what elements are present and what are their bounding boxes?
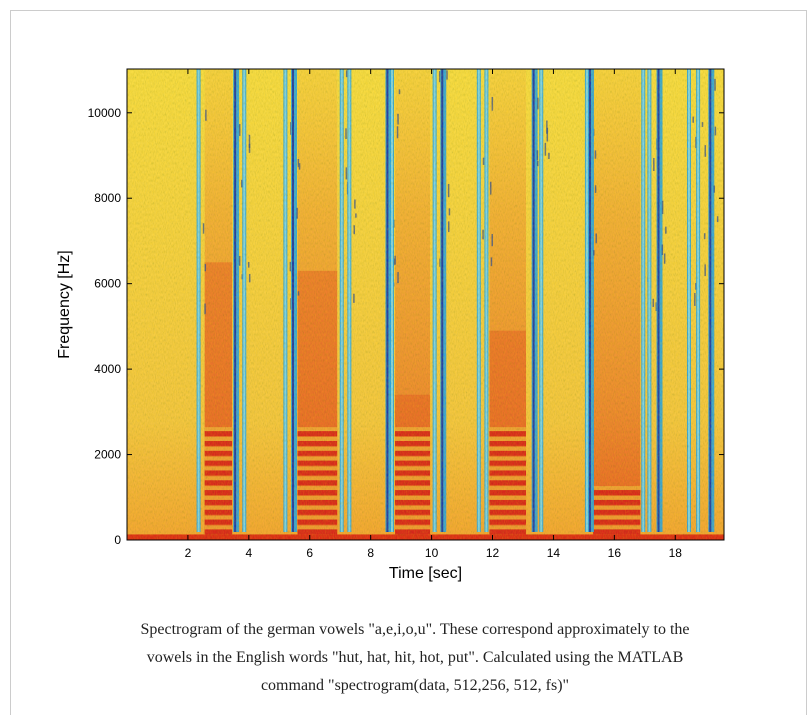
spectrogram-figure: 2 4 6 8 10 12 14 16 18 0 2000 4000 6000 8000 10000 Tim…	[56, 68, 725, 582]
figure-frame: 2 4 6 8 10 12 14 16 18 0 2000 4000 6000 8000 10000 Tim…	[10, 10, 807, 715]
y-tick-label: 6000	[94, 277, 121, 291]
y-axis-label: Frequency [Hz]	[56, 250, 73, 358]
x-tick-label: 18	[669, 546, 683, 560]
x-tick-label: 12	[486, 546, 500, 560]
x-tick-label: 14	[547, 546, 561, 560]
x-tick-label: 2	[185, 546, 192, 560]
y-tick-label: 4000	[94, 362, 121, 376]
y-tick-label: 10000	[88, 106, 122, 120]
figure-caption: Spectrogram of the german vowels "a,e,i,…	[41, 616, 789, 700]
caption-line-2: vowels in the English words "hut, hat, h…	[146, 649, 684, 666]
axes-box	[126, 68, 725, 541]
axes: 2 4 6 8 10 12 14 16 18 0 2000 4000 6000 8000 10000	[88, 68, 725, 560]
x-tick-label: 6	[306, 546, 313, 560]
x-axis-label: Time [sec]	[389, 565, 462, 582]
x-tick-label: 4	[245, 546, 252, 560]
noise-texture	[127, 69, 724, 540]
y-tick-label: 2000	[94, 448, 121, 462]
x-tick-label: 8	[367, 546, 374, 560]
x-tick-label: 16	[608, 546, 622, 560]
plot-area	[127, 69, 724, 540]
caption-line-3: command "spectrogram(data, 512,256, 512,…	[260, 677, 570, 694]
x-tick-label: 10	[425, 546, 439, 560]
y-tick-label: 0	[114, 533, 121, 547]
y-tick-label: 8000	[94, 191, 121, 205]
caption-line-1: Spectrogram of the german vowels "a,e,i,…	[140, 621, 690, 638]
